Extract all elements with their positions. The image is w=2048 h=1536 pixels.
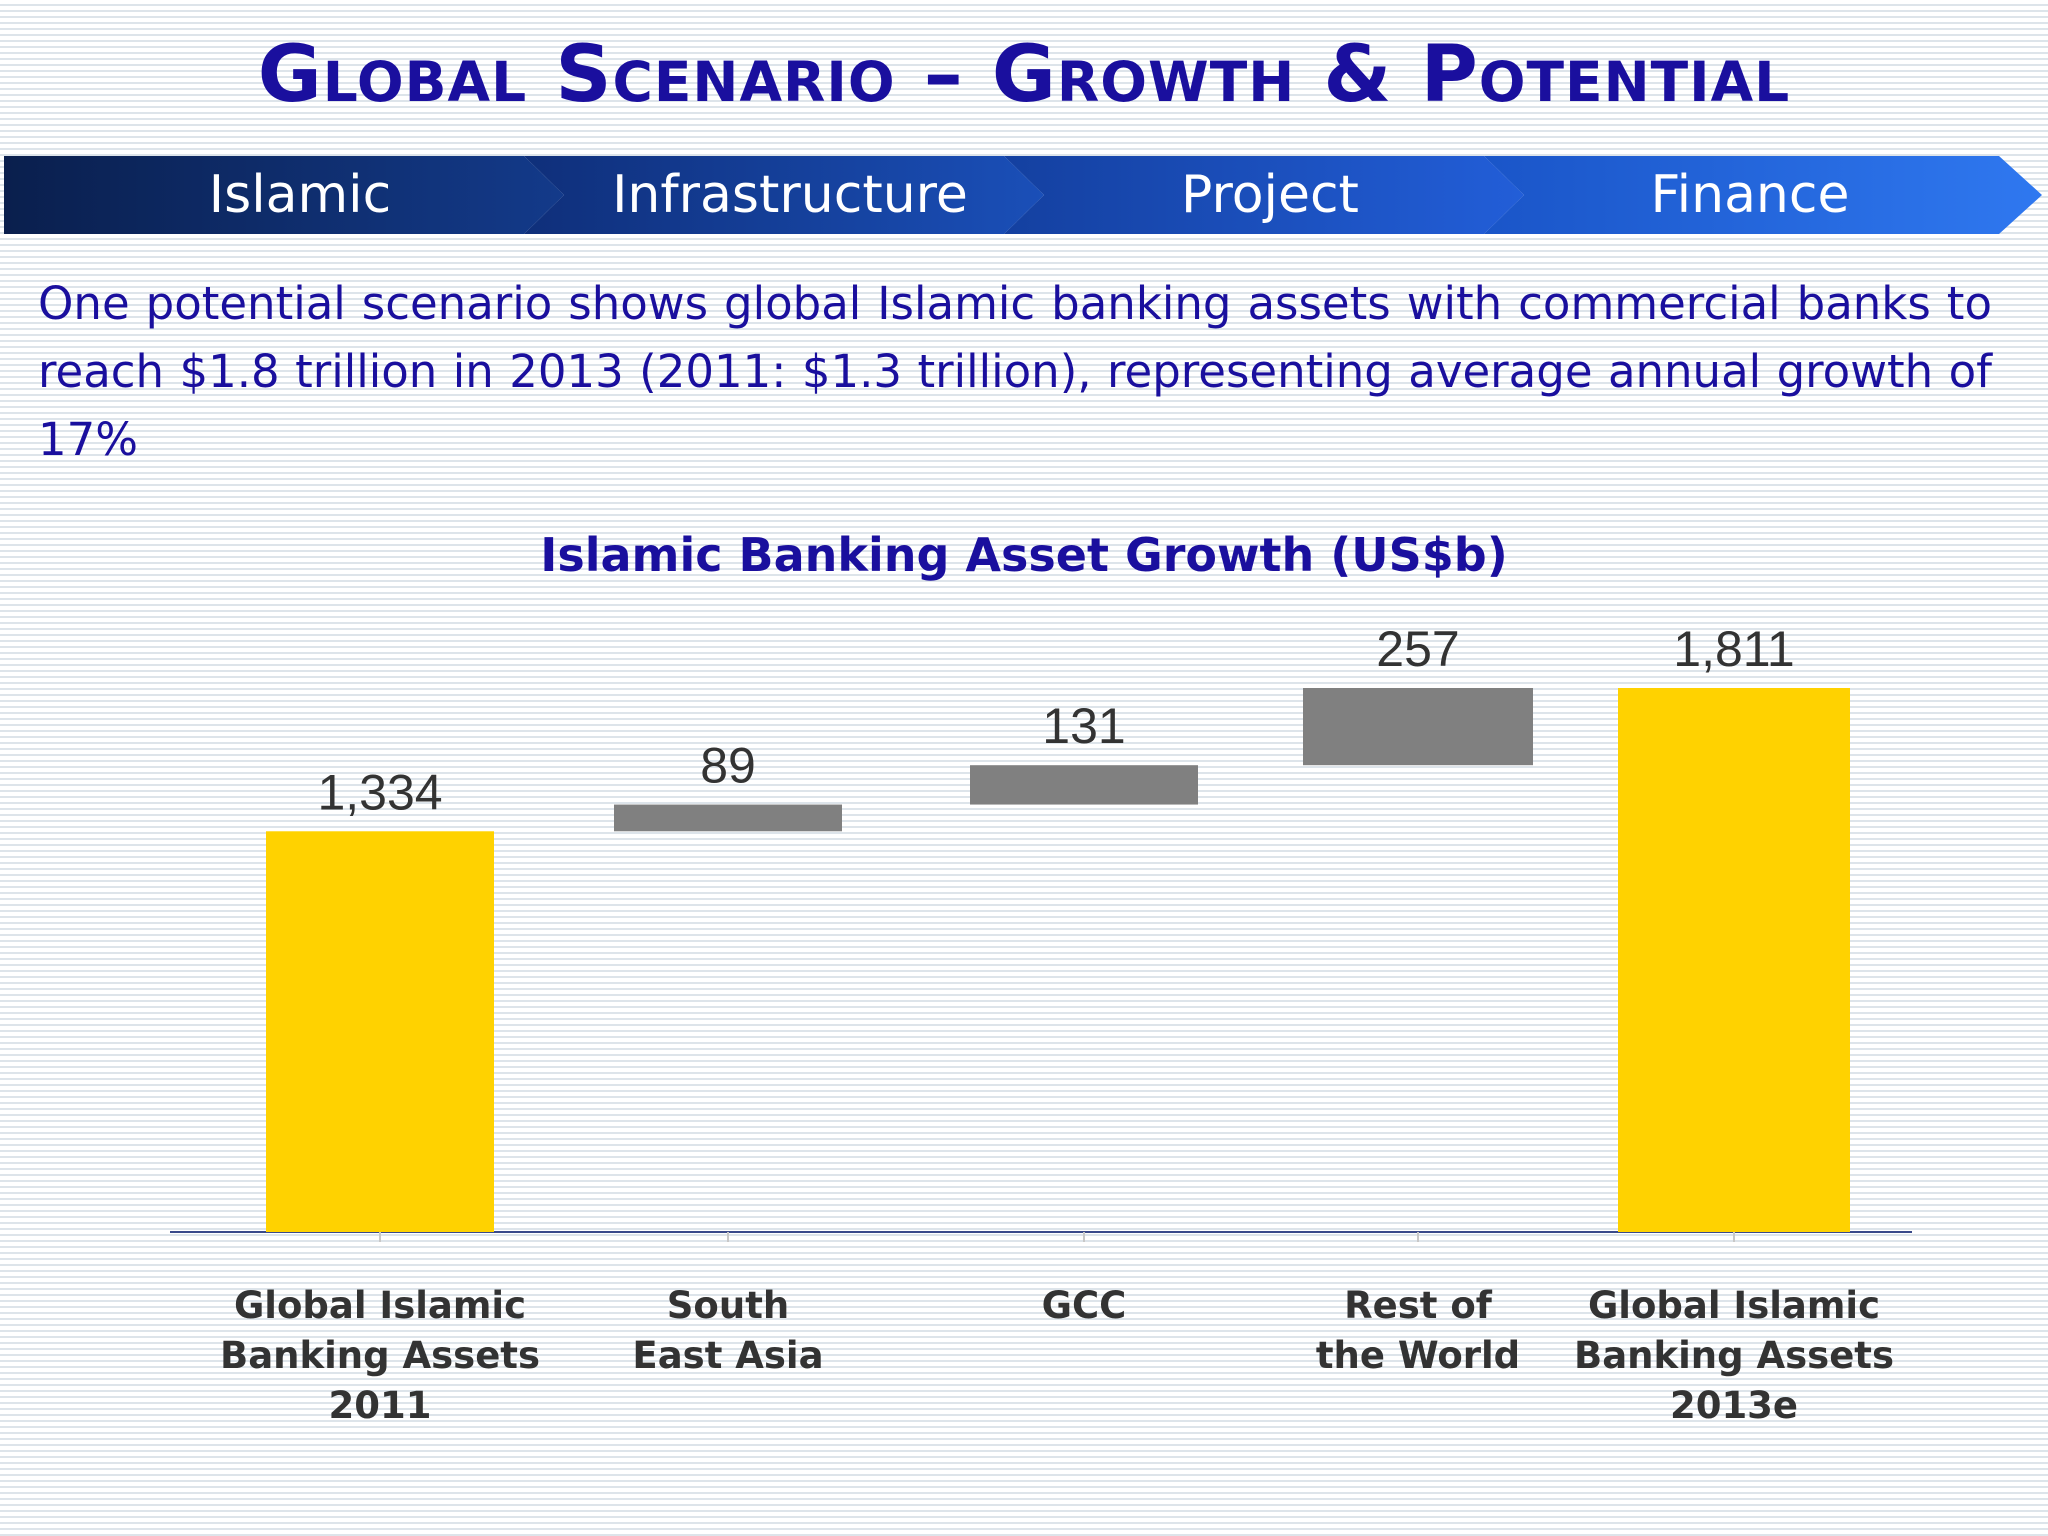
delta-bar (614, 804, 842, 832)
banner-segment-4 (1484, 156, 2042, 234)
chart-title: Islamic Banking Asset Growth (US$b) (540, 528, 1508, 582)
x-tick-label: Banking Assets (1574, 1334, 1894, 1377)
total-bar (266, 831, 494, 1232)
x-tick-label: Global Islamic (234, 1284, 526, 1327)
slide-title: Global Scenario – Growth & Potential (257, 30, 1791, 120)
data-label: 89 (700, 738, 756, 794)
banner-label-finance: Finance (1650, 165, 1850, 225)
banner (4, 156, 2044, 234)
banner-segment-1 (4, 156, 564, 234)
description-text: One potential scenario shows global Isla… (38, 277, 1992, 466)
data-label: 131 (1042, 698, 1125, 754)
x-tick-label: the World (1316, 1334, 1520, 1377)
banner-arrows (4, 156, 2042, 234)
data-label: 1,334 (317, 764, 442, 820)
banner-label-islamic: Islamic (208, 165, 392, 225)
banner-label-project: Project (1181, 165, 1359, 225)
delta-bar (1303, 688, 1533, 766)
data-label: 257 (1376, 621, 1459, 677)
x-tick-label: Rest of (1344, 1284, 1493, 1327)
x-tick-label: Banking Assets (220, 1334, 540, 1377)
x-tick-label: South (667, 1284, 789, 1327)
x-tick-label: East Asia (632, 1334, 823, 1377)
banner-label-infrastructure: Infrastructure (612, 165, 968, 225)
x-tick-label: 2013e (1670, 1384, 1798, 1427)
banner-segment-3 (1004, 156, 1524, 234)
x-tick-label: 2011 (329, 1384, 432, 1427)
total-bar (1618, 688, 1850, 1232)
x-tick-label: GCC (1042, 1284, 1127, 1327)
data-label: 1,811 (1673, 621, 1794, 677)
x-tick-label: Global Islamic (1588, 1284, 1880, 1327)
banner-segment-2 (524, 156, 1044, 234)
delta-bar (970, 765, 1198, 805)
